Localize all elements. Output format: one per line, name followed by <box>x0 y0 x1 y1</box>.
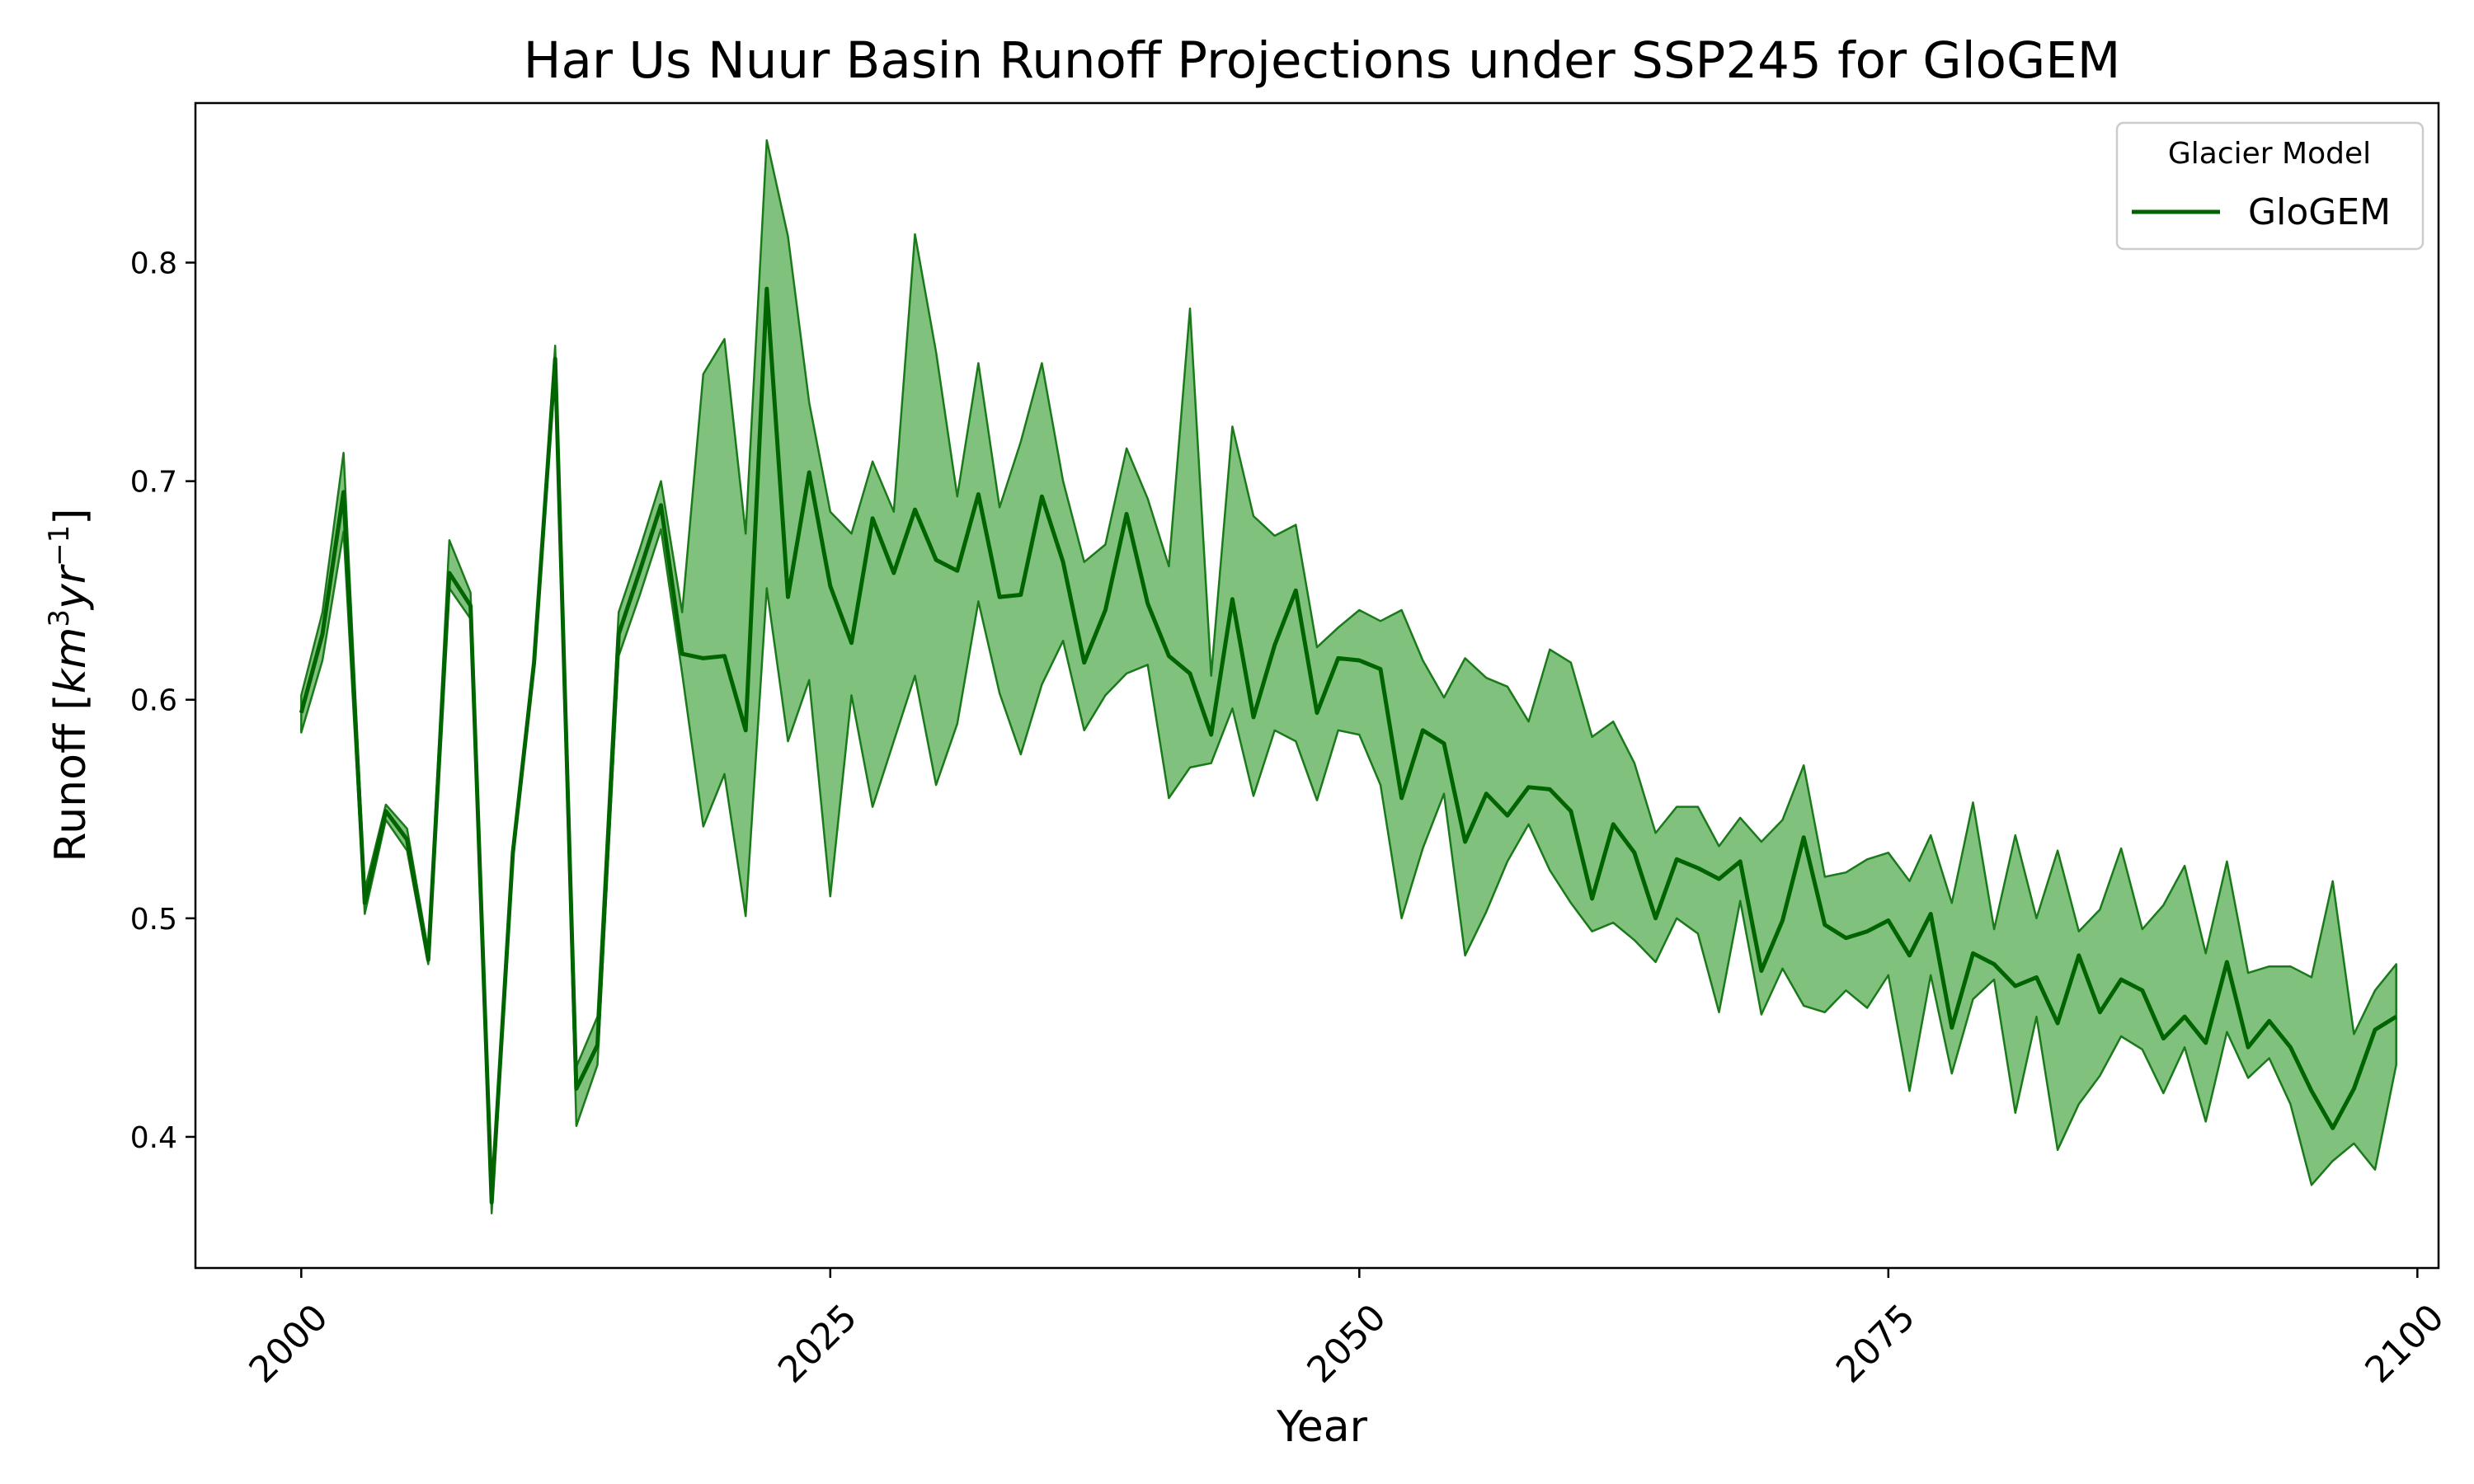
plot-area <box>299 139 2398 1214</box>
axes-frame <box>194 101 2440 1270</box>
legend-label-glogem: GloGEM <box>2248 191 2391 233</box>
legend-box <box>2115 121 2425 251</box>
y-tick-label: 0.8 <box>130 247 177 281</box>
y-axis-label: Runoff [km3yr−1] <box>43 508 96 862</box>
series-line-glogem <box>299 286 2398 1205</box>
legend: Glacier Model GloGEM <box>2115 121 2425 251</box>
uncertainty-band-glogem <box>300 139 2397 1214</box>
y-tick-label: 0.7 <box>130 466 177 500</box>
y-axis: 0.4 0.5 0.6 0.7 0.8 <box>130 247 195 1155</box>
x-axis-label: Year <box>1276 1402 1368 1452</box>
legend-title: Glacier Model <box>2168 137 2371 171</box>
y-tick-label: 0.4 <box>130 1121 177 1155</box>
y-tick-label: 0.6 <box>130 684 177 718</box>
chart-title: Har Us Nuur Basin Runoff Projections und… <box>524 31 2121 90</box>
y-tick-label: 0.5 <box>130 903 177 937</box>
